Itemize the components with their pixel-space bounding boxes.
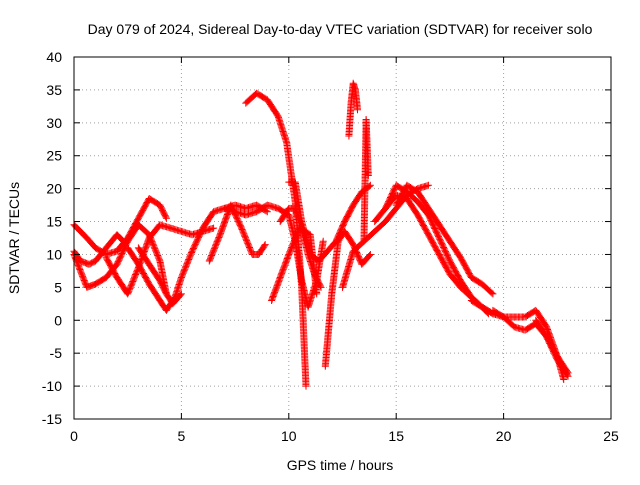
series-arc-o — [345, 79, 361, 140]
y-tick-label: 40 — [46, 49, 62, 65]
data-point — [317, 283, 325, 291]
data-point — [313, 290, 321, 298]
x-tick-label: 10 — [281, 428, 297, 444]
data-point — [316, 282, 324, 290]
y-tick-label: 25 — [46, 148, 62, 164]
data-point — [366, 251, 374, 258]
data-point — [564, 369, 572, 377]
data-point — [366, 252, 373, 260]
data-point — [563, 368, 571, 376]
y-axis-title: SDTVAR / TECUs — [6, 182, 22, 294]
y-tick-label: 15 — [46, 214, 62, 230]
data-point — [119, 236, 126, 244]
series-arc-p — [360, 116, 372, 245]
y-tick-label: 10 — [46, 246, 62, 262]
data-point — [210, 224, 218, 232]
data-point — [424, 181, 432, 189]
plot-frame — [73, 56, 612, 420]
axis-ticks: 0 5 10 15 20 25 -15 -10 -5 0 5 10 15 20 25 30 35 40 — [42, 49, 619, 444]
data-point — [302, 382, 310, 390]
x-axis-title: GPS time / hours — [287, 457, 394, 473]
x-tick-label: 5 — [178, 428, 186, 444]
x-tick-label: 20 — [496, 428, 512, 444]
data-point — [263, 208, 271, 216]
series-arc-l — [285, 178, 374, 265]
data-point — [260, 242, 268, 250]
y-tick-label: 5 — [54, 279, 62, 295]
series-arc-f — [134, 244, 185, 308]
y-tick-label: -10 — [42, 378, 62, 394]
data-point — [177, 290, 185, 298]
y-tick-label: 0 — [54, 312, 62, 328]
series-arc-g — [205, 201, 269, 265]
data-point — [162, 214, 170, 222]
data-point — [162, 213, 170, 221]
chart-title: Day 079 of 2024, Sidereal Day-to-day VTE… — [88, 21, 593, 37]
series-arc-s — [392, 181, 497, 298]
series-arc-v — [532, 316, 572, 377]
y-tick-label: -5 — [50, 345, 63, 361]
y-tick-label: 35 — [46, 82, 62, 98]
y-tick-label: 30 — [46, 115, 62, 131]
data-point — [488, 289, 496, 297]
data-point — [261, 241, 269, 249]
data-point — [364, 172, 372, 179]
y-tick-label: -15 — [42, 411, 62, 427]
x-tick-label: 25 — [603, 428, 619, 444]
data-point — [319, 237, 327, 245]
data-point — [560, 376, 568, 383]
data-markers — [70, 79, 572, 390]
y-tick-label: 20 — [46, 181, 62, 197]
x-tick-label: 15 — [388, 428, 404, 444]
data-point — [489, 290, 497, 298]
data-point — [176, 291, 184, 299]
x-tick-label: 0 — [70, 428, 78, 444]
data-point — [354, 106, 361, 114]
